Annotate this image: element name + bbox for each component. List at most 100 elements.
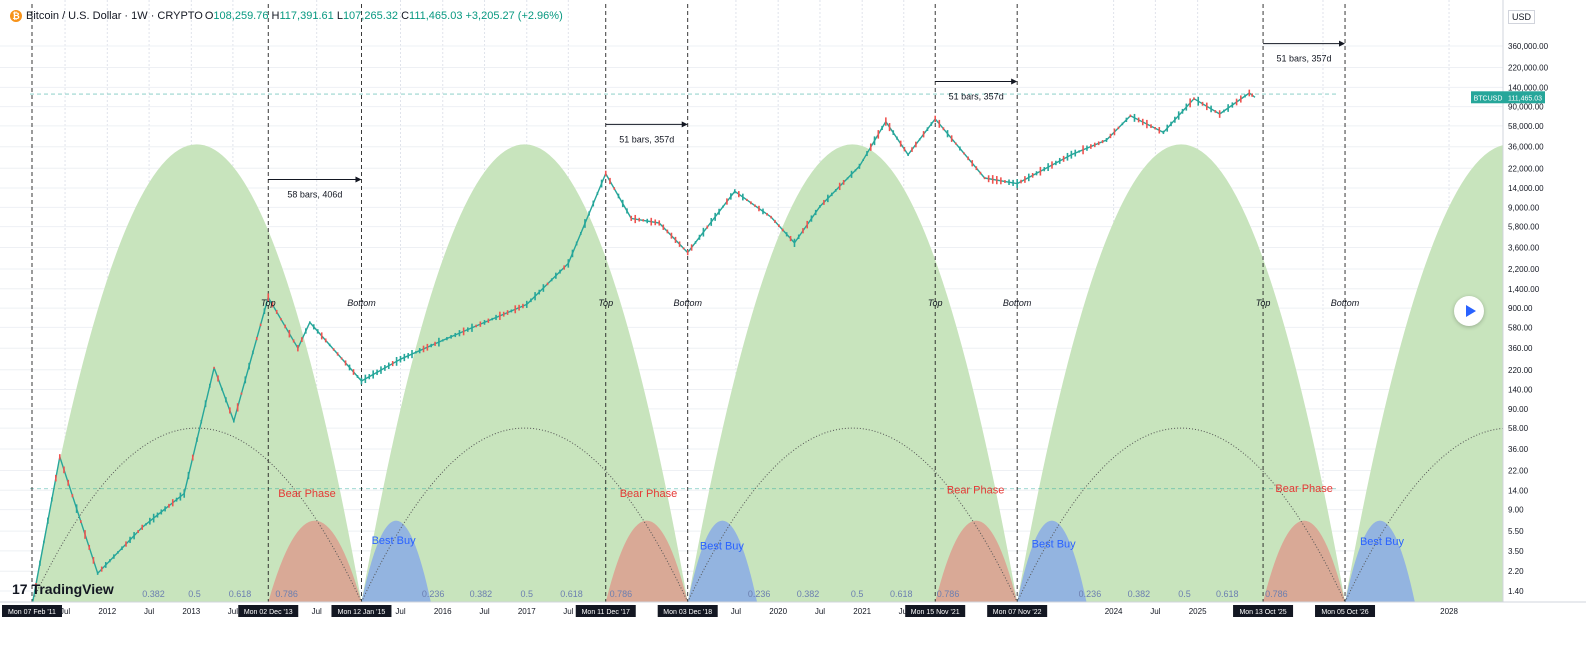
fib-level-label: 0.786 [1265,589,1288,599]
fib-level-label: 0.618 [560,589,583,599]
time-axis-tick: Jul [395,607,405,616]
price-axis-tick: 14,000.00 [1508,184,1544,193]
time-axis-tick: Jul [228,607,238,616]
fib-level-label: 0.5 [1178,589,1191,599]
date-marker-label: Mon 02 Dec '13 [244,609,293,616]
date-marker-label: Mon 13 Oct '25 [1239,609,1286,616]
measure-arrowhead [1011,78,1018,85]
tradingview-logo-icon: 17 [12,581,28,597]
date-marker-badge [987,605,1048,617]
price-axis-tick: 2.20 [1508,567,1524,576]
cycle-top-label: Top [1256,298,1271,308]
fib-level-label: 0.236 [748,589,771,599]
cycle-bottom-label: Bottom [673,298,702,308]
fib-level-label: 0.618 [1216,589,1239,599]
price-axis-tick: 9.00 [1508,506,1524,515]
best-buy-label: Best Buy [1360,536,1405,548]
replay-play-button[interactable] [1454,296,1484,326]
fib-level-label: 0.5 [188,589,201,599]
bear-phase-label: Bear Phase [620,488,677,500]
fib-level-label: 0.382 [797,589,820,599]
time-axis-tick: Jul [899,607,909,616]
cycle-bottom-label: Bottom [1331,298,1360,308]
tradingview-logo[interactable]: 17 TradingView [12,581,114,597]
change-value: +3,205.27 (+2.96%) [465,10,563,22]
date-marker-label: Mon 15 Nov '21 [911,609,960,616]
symbol-title[interactable]: Bitcoin / U.S. Dollar · 1W · CRYPTO [26,10,203,22]
cycle-bottom-label: Bottom [1003,298,1032,308]
measure-arrowhead [681,121,688,128]
measure-arrowhead [355,176,362,183]
play-icon [1465,305,1476,317]
date-marker-badge [575,605,636,617]
time-axis-tick: Jul [731,607,741,616]
bear-arch [935,520,1018,602]
ohlc-values: O108,259.76 H117,391.61 L107,265.32 C111… [205,10,563,22]
price-axis-tick: 58,000.00 [1508,122,1544,131]
last-price-label: 111,465.03 [1508,95,1542,102]
dotted-arch [687,427,1018,602]
best-buy-label: Best Buy [700,541,745,553]
price-axis-tick: 14.00 [1508,486,1529,495]
cycle-top-label: Top [261,298,276,308]
date-marker-badge [657,605,718,617]
price-axis-tick: 5,800.00 [1508,223,1540,232]
cycle-top-label: Top [598,298,613,308]
price-axis-tick: 360.00 [1508,344,1533,353]
price-axis-tick: 5.50 [1508,527,1524,536]
chart-header: ₿ Bitcoin / U.S. Dollar · 1W · CRYPTO O1… [10,6,563,26]
fib-level-label: 0.236 [1079,589,1102,599]
time-axis-tick: Jul [1150,607,1160,616]
close-value: 111,465.03 [409,10,463,22]
time-axis-tick: 2020 [769,607,787,616]
buy-arch [1345,520,1415,602]
date-marker-label: Mon 11 Dec '17 [582,609,630,616]
date-marker-badge [331,605,392,617]
cycle-top-label: Top [928,298,943,308]
time-axis-tick: 2012 [98,607,116,616]
time-axis-tick: 2025 [1189,607,1207,616]
fib-level-label: 0.786 [937,589,960,599]
fib-level-label: 0.382 [470,589,493,599]
price-axis-tick: 1,400.00 [1508,285,1540,294]
price-axis-tick: 360,000.00 [1508,42,1549,51]
date-marker-badge [905,605,966,617]
buy-arch [1017,520,1087,602]
drawing-layer [30,4,1503,602]
date-marker-badge [2,605,62,617]
time-axis-tick: 2028 [1440,607,1458,616]
bear-arch [605,520,688,602]
close-label: C [401,10,410,22]
cycle-bottom-label: Bottom [347,298,376,308]
measure-label: 51 bars, 357d [1277,54,1332,64]
price-axis-tick: 580.00 [1508,323,1533,332]
price-axis-tick: 1.40 [1508,587,1524,596]
currency-selector[interactable]: USD [1508,10,1536,24]
date-marker-badge [1315,605,1376,617]
fib-level-label: 0.618 [229,589,252,599]
logo-text: TradingView [31,581,114,597]
dotted-arch [31,427,362,602]
high-label: H [271,10,280,22]
fib-level-label: 0.382 [1128,589,1151,599]
price-axis-tick: 9,000.00 [1508,203,1540,212]
price-axis-tick: 22.00 [1508,466,1529,475]
price-axis-tick: 140,000.00 [1508,83,1549,92]
date-marker-badge [1233,605,1294,617]
price-axis-tick: 36.00 [1508,445,1529,454]
measure-arrowhead [1339,40,1346,47]
low-label: L [336,10,343,22]
fib-level-label: 0.786 [610,589,633,599]
price-axis-tick: 22,000.00 [1508,164,1544,173]
bear-phase-label: Bear Phase [947,485,1004,497]
time-axis-tick: 2017 [518,607,536,616]
date-marker-badge [238,605,299,617]
price-axis-tick: 58.00 [1508,424,1529,433]
measure-label: 58 bars, 406d [287,190,342,200]
cycle-arch [32,144,362,602]
symbol-tag-label: BTCUSD [1474,95,1503,102]
price-axis-tick: 3,600.00 [1508,243,1540,252]
bear-arch [1263,520,1346,602]
